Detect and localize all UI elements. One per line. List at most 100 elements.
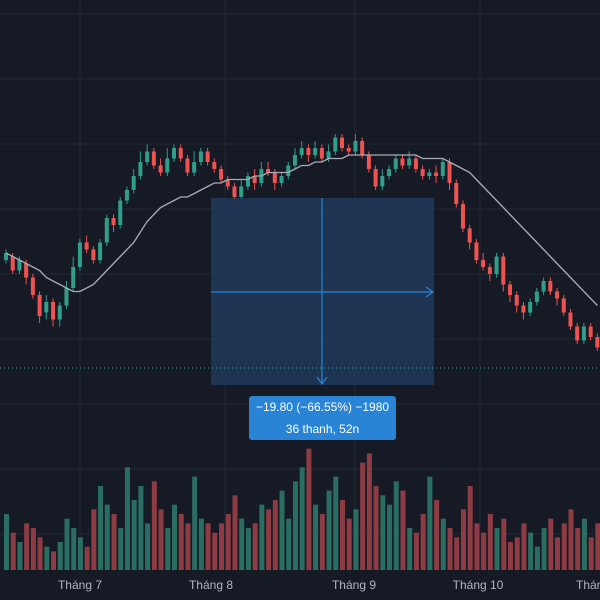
candle-body [561,298,566,313]
candle-body [77,242,82,267]
time-axis-label: Tháng 10 [453,578,504,592]
volume-bar [138,486,144,570]
candle-body [51,302,56,320]
volume-bar [91,509,97,570]
volume-bar [192,476,198,570]
volume-bar [239,518,245,570]
arrow-down-icon [316,376,328,386]
volume-bar [172,504,177,570]
candle-body [568,312,573,327]
volume-bar [118,528,124,570]
volume-bar [292,481,298,570]
candle-body [313,148,318,155]
candle-body [272,172,277,183]
candle-body [286,165,291,176]
candle-body [467,228,472,243]
candle-body [326,151,331,159]
volume-bar [494,528,500,570]
volume-bar [17,542,23,570]
volume-bar [581,518,587,570]
candle-body [30,277,35,295]
volume-bar [37,537,43,570]
candle-body [521,305,526,313]
candle-body [481,260,486,267]
moving-average-line [5,154,598,306]
candle-body [595,337,600,348]
candle-body [380,176,385,187]
candle-body [400,158,405,166]
candle-body [158,165,163,173]
volume-bar [185,523,191,570]
volume-bar [420,514,426,570]
candle-body [71,267,76,288]
candle-body [487,267,492,274]
volume-bar [434,500,440,570]
volume-bar [205,523,211,570]
volume-bar [366,453,372,570]
volume-bar [346,518,352,570]
volume-bar [4,514,9,570]
volume-bar [165,528,171,570]
candle-body [118,200,123,225]
candle-body [393,158,398,169]
volume-bar [333,476,339,570]
candle-body [434,172,439,176]
volume-bar [561,523,567,570]
volume-bar [353,509,359,570]
candle-body [10,256,15,271]
candle-body [98,242,103,260]
candle-body [407,158,412,166]
volume-bar [407,528,413,570]
volume-bar [360,462,366,570]
volume-bar [487,514,493,570]
volume-bar [84,546,90,570]
candle-body [541,281,546,292]
volume-bar [272,500,278,570]
candle-body [84,242,89,250]
candle-body [192,162,197,173]
volume-bar [427,476,433,570]
time-axis-label: Tháng 9 [332,578,376,592]
candle-body [494,256,499,274]
price-candles [4,134,600,351]
candle-body [360,141,365,155]
volume-bar [380,495,386,570]
candle-body [17,260,22,271]
candle-body [420,169,425,176]
volume-bar [245,528,251,570]
candle-body [387,169,392,176]
volume-bar [232,495,238,570]
candle-body [212,162,217,169]
candle-body [91,249,96,260]
candle-body [104,218,109,243]
candle-body [440,162,445,176]
candle-body [333,137,338,152]
volume-bar [440,518,446,570]
volume-bar [158,509,164,570]
candle-body [165,158,170,173]
time-axis-label: Tháng 7 [58,578,102,592]
volume-bar [225,514,231,570]
volume-bar [259,504,265,570]
candle-body [447,162,452,183]
volume-bar [528,532,534,570]
time-axis-label: Tháng [576,578,600,592]
candle-body [266,169,271,173]
volume-bar [387,504,393,570]
volume-bar [548,518,554,570]
candle-body [454,183,459,204]
volume-bar [124,467,130,570]
volume-bar [588,537,594,570]
candle-body [24,263,29,278]
volume-bar [178,514,184,570]
measure-bars-text: 36 thanh, 52n [285,422,360,436]
candle-body [57,305,62,320]
volume-bar [252,523,258,570]
candle-body [279,176,284,183]
volume-bar [111,514,117,570]
volume-bar [447,528,453,570]
volume-bar [51,551,57,570]
candle-body [64,288,69,306]
